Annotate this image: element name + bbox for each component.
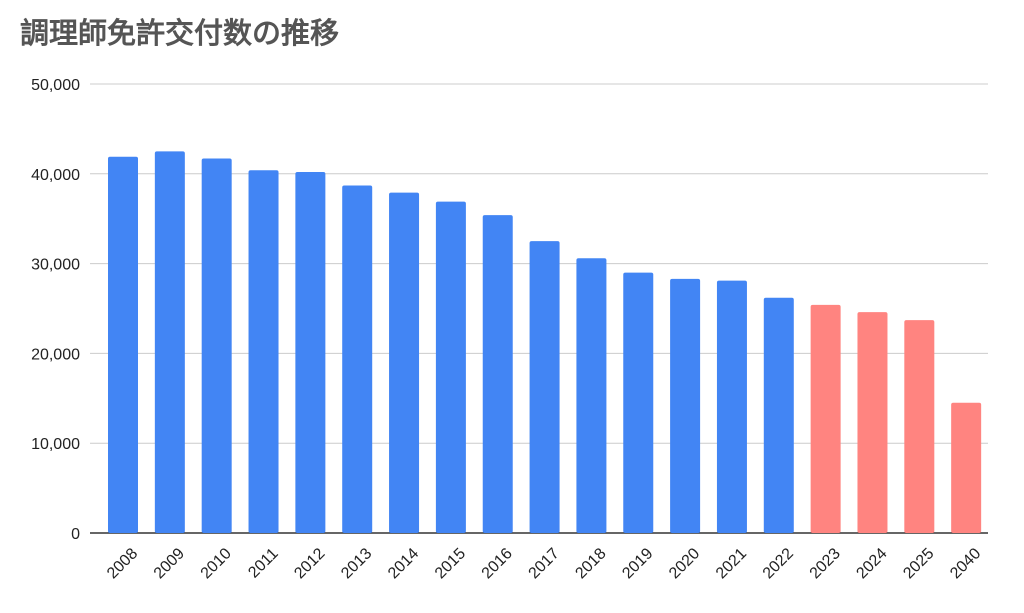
y-axis-ticks: 0 10,000 20,000 30,000 40,000 50,000 <box>31 77 80 543</box>
bar-2013 <box>342 185 373 533</box>
x-tick-label: 2021 <box>713 545 750 582</box>
x-tick-label: 2015 <box>432 545 469 582</box>
x-tick-label: 2023 <box>807 545 844 582</box>
y-tick-label: 30,000 <box>31 257 80 274</box>
bar-2022 <box>763 297 794 533</box>
bar-2018 <box>576 258 607 533</box>
bar-2015 <box>435 201 466 533</box>
bar-2009 <box>154 151 185 533</box>
bar-2008 <box>108 156 138 533</box>
bar-2040 <box>951 402 982 533</box>
bar-2019 <box>623 272 654 533</box>
x-tick-label: 2011 <box>245 545 281 581</box>
bar-2024 <box>857 312 888 533</box>
bar-2011 <box>248 170 279 533</box>
x-tick-label: 2016 <box>479 545 516 582</box>
x-tick-label: 2012 <box>291 545 328 582</box>
y-tick-label: 40,000 <box>31 167 80 184</box>
x-tick-label: 2024 <box>853 545 890 582</box>
bar-2010 <box>201 158 232 533</box>
y-tick-label: 50,000 <box>31 77 80 94</box>
x-axis-ticks: 2008 2009 2010 2011 2012 2013 2014 2015 2016 2017… <box>104 545 984 582</box>
x-tick-label: 2020 <box>666 545 703 582</box>
bar-2012 <box>295 172 326 533</box>
y-tick-label: 0 <box>71 526 80 543</box>
x-tick-label: 2018 <box>572 545 609 582</box>
x-tick-label: 2009 <box>151 545 188 582</box>
x-tick-label: 2014 <box>385 545 422 582</box>
x-tick-label: 2040 <box>947 545 984 582</box>
x-tick-label: 2008 <box>104 545 141 582</box>
bar-2017 <box>529 241 560 533</box>
x-tick-label: 2025 <box>900 545 937 582</box>
x-tick-label: 2022 <box>760 545 797 582</box>
bar-2023 <box>810 304 841 533</box>
y-tick-label: 20,000 <box>31 346 80 363</box>
bar-2021 <box>716 280 747 533</box>
x-tick-label: 2013 <box>338 545 375 582</box>
y-tick-label: 10,000 <box>31 436 80 453</box>
x-tick-label: 2017 <box>526 545 563 582</box>
bar-2020 <box>670 278 701 533</box>
x-tick-label: 2019 <box>619 545 656 582</box>
chart-title: 調理師免許交付数の推移 <box>20 16 340 50</box>
bar-2014 <box>389 192 420 533</box>
bars <box>108 151 982 533</box>
x-tick-label: 2010 <box>198 545 235 582</box>
bar-2025 <box>904 320 935 533</box>
bar-2016 <box>482 215 513 533</box>
